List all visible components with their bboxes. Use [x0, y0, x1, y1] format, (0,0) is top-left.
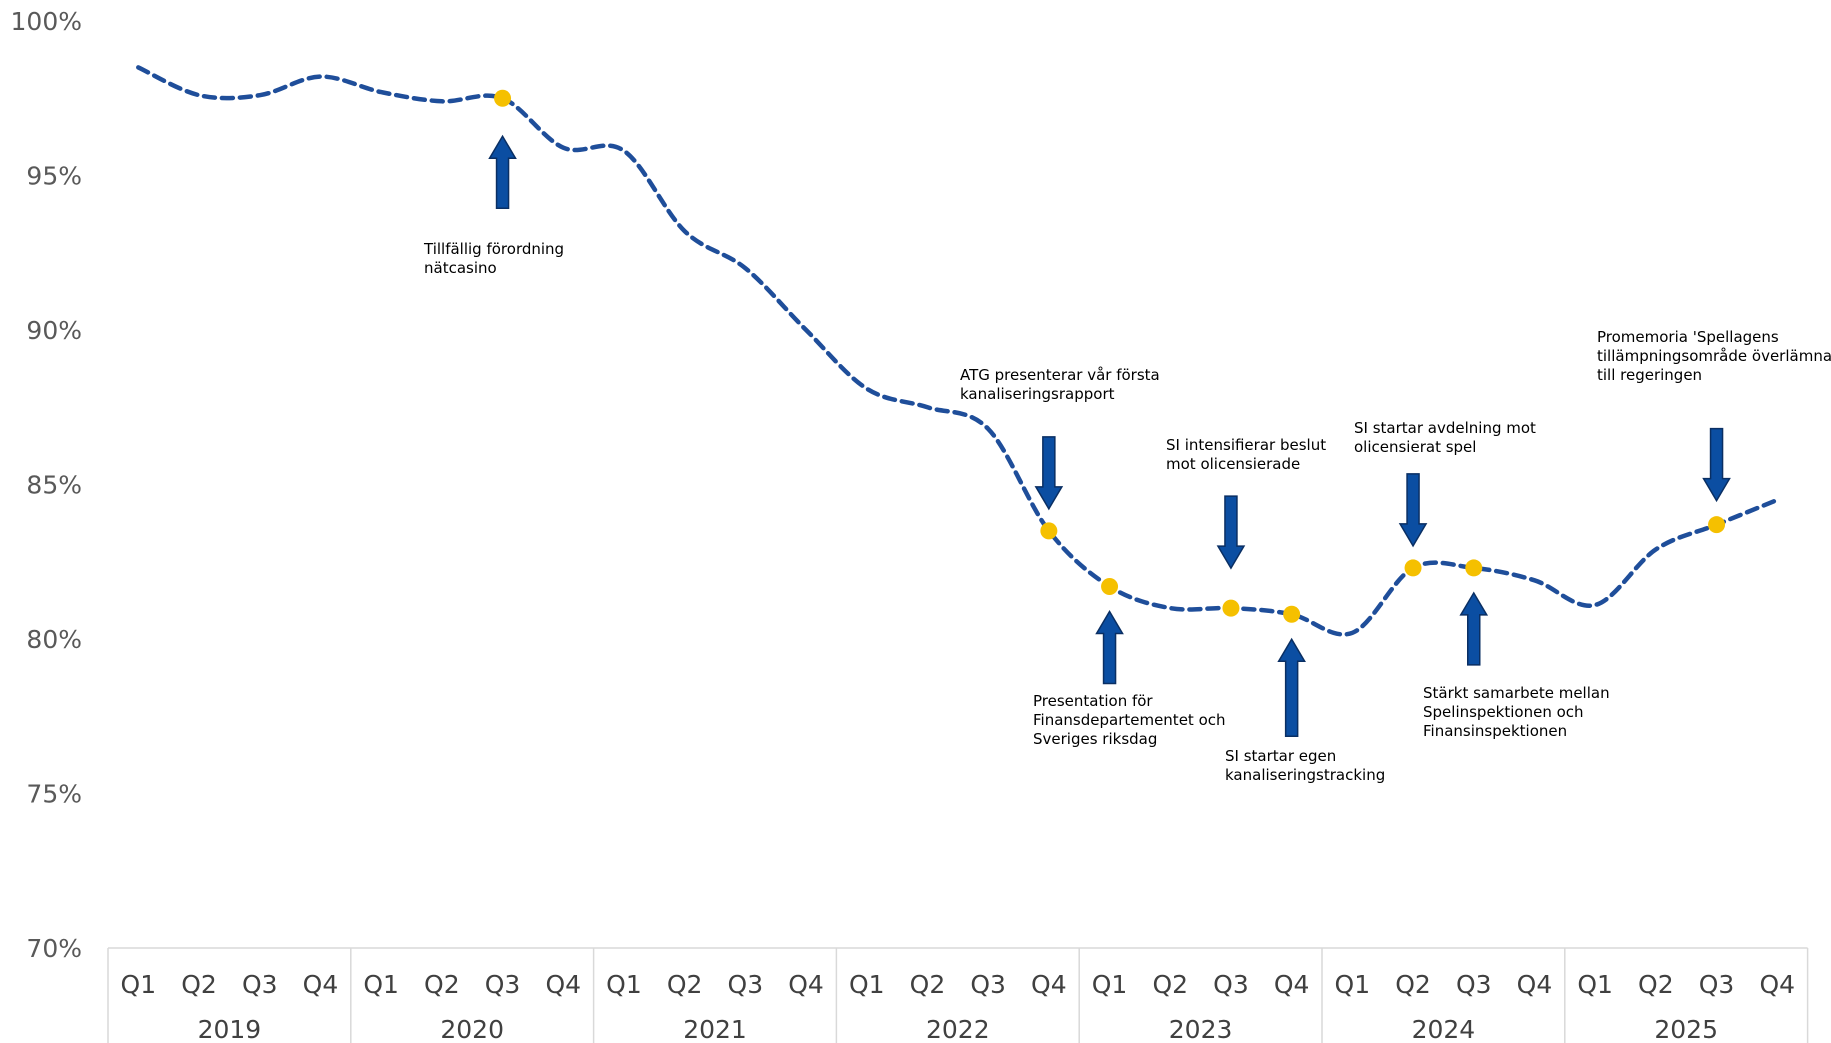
annotation-arrow — [1459, 591, 1489, 666]
y-tick-label: 95% — [26, 162, 82, 191]
annotation-text-line: olicensierat spel — [1354, 438, 1476, 456]
x-tick-label-quarter: Q2 — [424, 970, 460, 999]
line-layer — [136, 65, 1780, 637]
x-tick-label-quarter: Q2 — [1395, 970, 1431, 999]
x-tick-label-quarter: Q1 — [363, 970, 399, 999]
event-marker — [1222, 599, 1240, 617]
annotation-text-line: Promemoria 'Spellagens — [1597, 328, 1779, 346]
series-line — [136, 65, 1780, 637]
event-marker — [1101, 577, 1119, 595]
x-tick-label-quarter: Q4 — [1759, 970, 1795, 999]
y-tick-label: 75% — [26, 780, 82, 809]
annotation-text-line: ATG presenterar vår första — [960, 366, 1160, 384]
y-tick-label: 70% — [26, 934, 82, 963]
x-tick-label-quarter: Q2 — [1152, 970, 1188, 999]
x-tick-label-quarter: Q3 — [1456, 970, 1492, 999]
annotation-text-line: Stärkt samarbete mellan — [1423, 684, 1610, 702]
x-tick-label-quarter: Q4 — [1274, 970, 1310, 999]
annotation-arrow — [1034, 436, 1064, 511]
x-tick-label-quarter: Q1 — [1577, 970, 1613, 999]
annotation-text-line: SI startar avdelning mot — [1354, 419, 1536, 437]
x-tick-label-quarter: Q3 — [242, 970, 278, 999]
y-tick-label: 100% — [11, 7, 82, 36]
event-marker — [1404, 559, 1422, 577]
x-tick-label-quarter: Q1 — [849, 970, 885, 999]
annotation-arrow — [1216, 495, 1246, 570]
y-tick-label: 80% — [26, 625, 82, 654]
x-tick-label-year: 2022 — [926, 1015, 990, 1043]
x-tick-label-quarter: Q2 — [667, 970, 703, 999]
annotation-text: Presentation för Finansdepartementet och S… — [1033, 692, 1226, 748]
annotation-text-line: SI intensifierar beslut — [1166, 436, 1326, 454]
annotation-arrow — [1702, 427, 1731, 503]
marker-layer — [494, 89, 1726, 623]
annotation-arrow — [1277, 637, 1306, 738]
x-tick-label-quarter: Q4 — [788, 970, 824, 999]
event-marker — [1283, 605, 1301, 623]
annotation-text-line: Spelinspektionen och — [1423, 703, 1584, 721]
x-tick-label-quarter: Q2 — [181, 970, 217, 999]
annotation-text-line: Finansinspektionen — [1423, 722, 1567, 740]
event-marker — [1040, 522, 1058, 540]
x-tick-label-quarter: Q4 — [1517, 970, 1553, 999]
x-tick-label-quarter: Q3 — [970, 970, 1006, 999]
x-tick-label-quarter: Q2 — [1638, 970, 1674, 999]
x-tick-label-quarter: Q3 — [728, 970, 764, 999]
x-tick-label-quarter: Q4 — [545, 970, 581, 999]
annotation-arrow — [1398, 473, 1428, 548]
annotation-text: Promemoria 'Spellagens tillämpningsområde… — [1597, 328, 1831, 384]
x-tick-label-quarter: Q1 — [1092, 970, 1128, 999]
annotation-layer: Tillfällig förordning nätcasino ATG presen… — [423, 134, 1831, 784]
annotation-text-line: till regeringen — [1597, 366, 1702, 384]
annotation-text-line: Presentation för — [1033, 692, 1153, 710]
x-tick-label-quarter: Q4 — [1031, 970, 1067, 999]
x-tick-label-quarter: Q3 — [1213, 970, 1249, 999]
y-tick-label: 85% — [26, 471, 82, 500]
annotation-text-line: kanaliseringsrapport — [960, 385, 1115, 403]
annotation-text-line: tillämpningsområde överlämnas — [1597, 347, 1831, 365]
annotation-text: Tillfällig förordning nätcasino — [423, 240, 564, 277]
x-tick-label-year: 2023 — [1169, 1015, 1233, 1043]
event-marker — [1708, 516, 1726, 534]
x-tick-label-year: 2020 — [440, 1015, 504, 1043]
annotation-text-line: mot olicensierade — [1166, 455, 1300, 473]
annotation-text: ATG presenterar vår första kanaliseringsr… — [960, 366, 1160, 403]
annotation-text: Stärkt samarbete mellan Spelinspektionen … — [1423, 684, 1610, 740]
x-tick-label-quarter: Q2 — [910, 970, 946, 999]
annotation-text-line: kanaliseringstracking — [1225, 766, 1385, 784]
x-tick-label-year: 2019 — [198, 1015, 262, 1043]
annotation-text: SI startar egen kanaliseringstracking — [1225, 747, 1385, 784]
event-marker — [1465, 559, 1483, 577]
annotation-arrow — [488, 134, 517, 209]
annotation-text-line: Sveriges riksdag — [1033, 730, 1157, 748]
annotation-text-line: nätcasino — [424, 259, 497, 277]
x-tick-label-year: 2021 — [683, 1015, 747, 1043]
annotation-text-line: Finansdepartementet och — [1033, 711, 1226, 729]
axis-layer: 70% 75% 80% 85% 90% 95% 100% Q1 Q2 Q3 Q4 2019 Q1 Q2 Q3… — [11, 7, 1809, 1043]
x-tick-label-quarter: Q3 — [485, 970, 521, 999]
x-tick-label-year: 2024 — [1412, 1015, 1476, 1043]
annotation-text: SI startar avdelning mot olicensierat spe… — [1354, 419, 1536, 456]
x-tick-label-quarter: Q4 — [303, 970, 339, 999]
x-tick-label-quarter: Q3 — [1699, 970, 1735, 999]
x-tick-label-year: 2025 — [1654, 1015, 1718, 1043]
x-tick-label-quarter: Q1 — [121, 970, 157, 999]
annotation-arrow — [1095, 609, 1124, 685]
annotation-text-line: SI startar egen — [1225, 747, 1336, 765]
event-marker — [494, 89, 512, 107]
annotation-text: SI intensifierar beslut mot olicensierade — [1166, 436, 1326, 473]
annotation-text-line: Tillfällig förordning — [423, 240, 564, 258]
x-tick-label-quarter: Q1 — [606, 970, 642, 999]
y-tick-label: 90% — [26, 316, 82, 345]
x-tick-label-quarter: Q1 — [1335, 970, 1371, 999]
